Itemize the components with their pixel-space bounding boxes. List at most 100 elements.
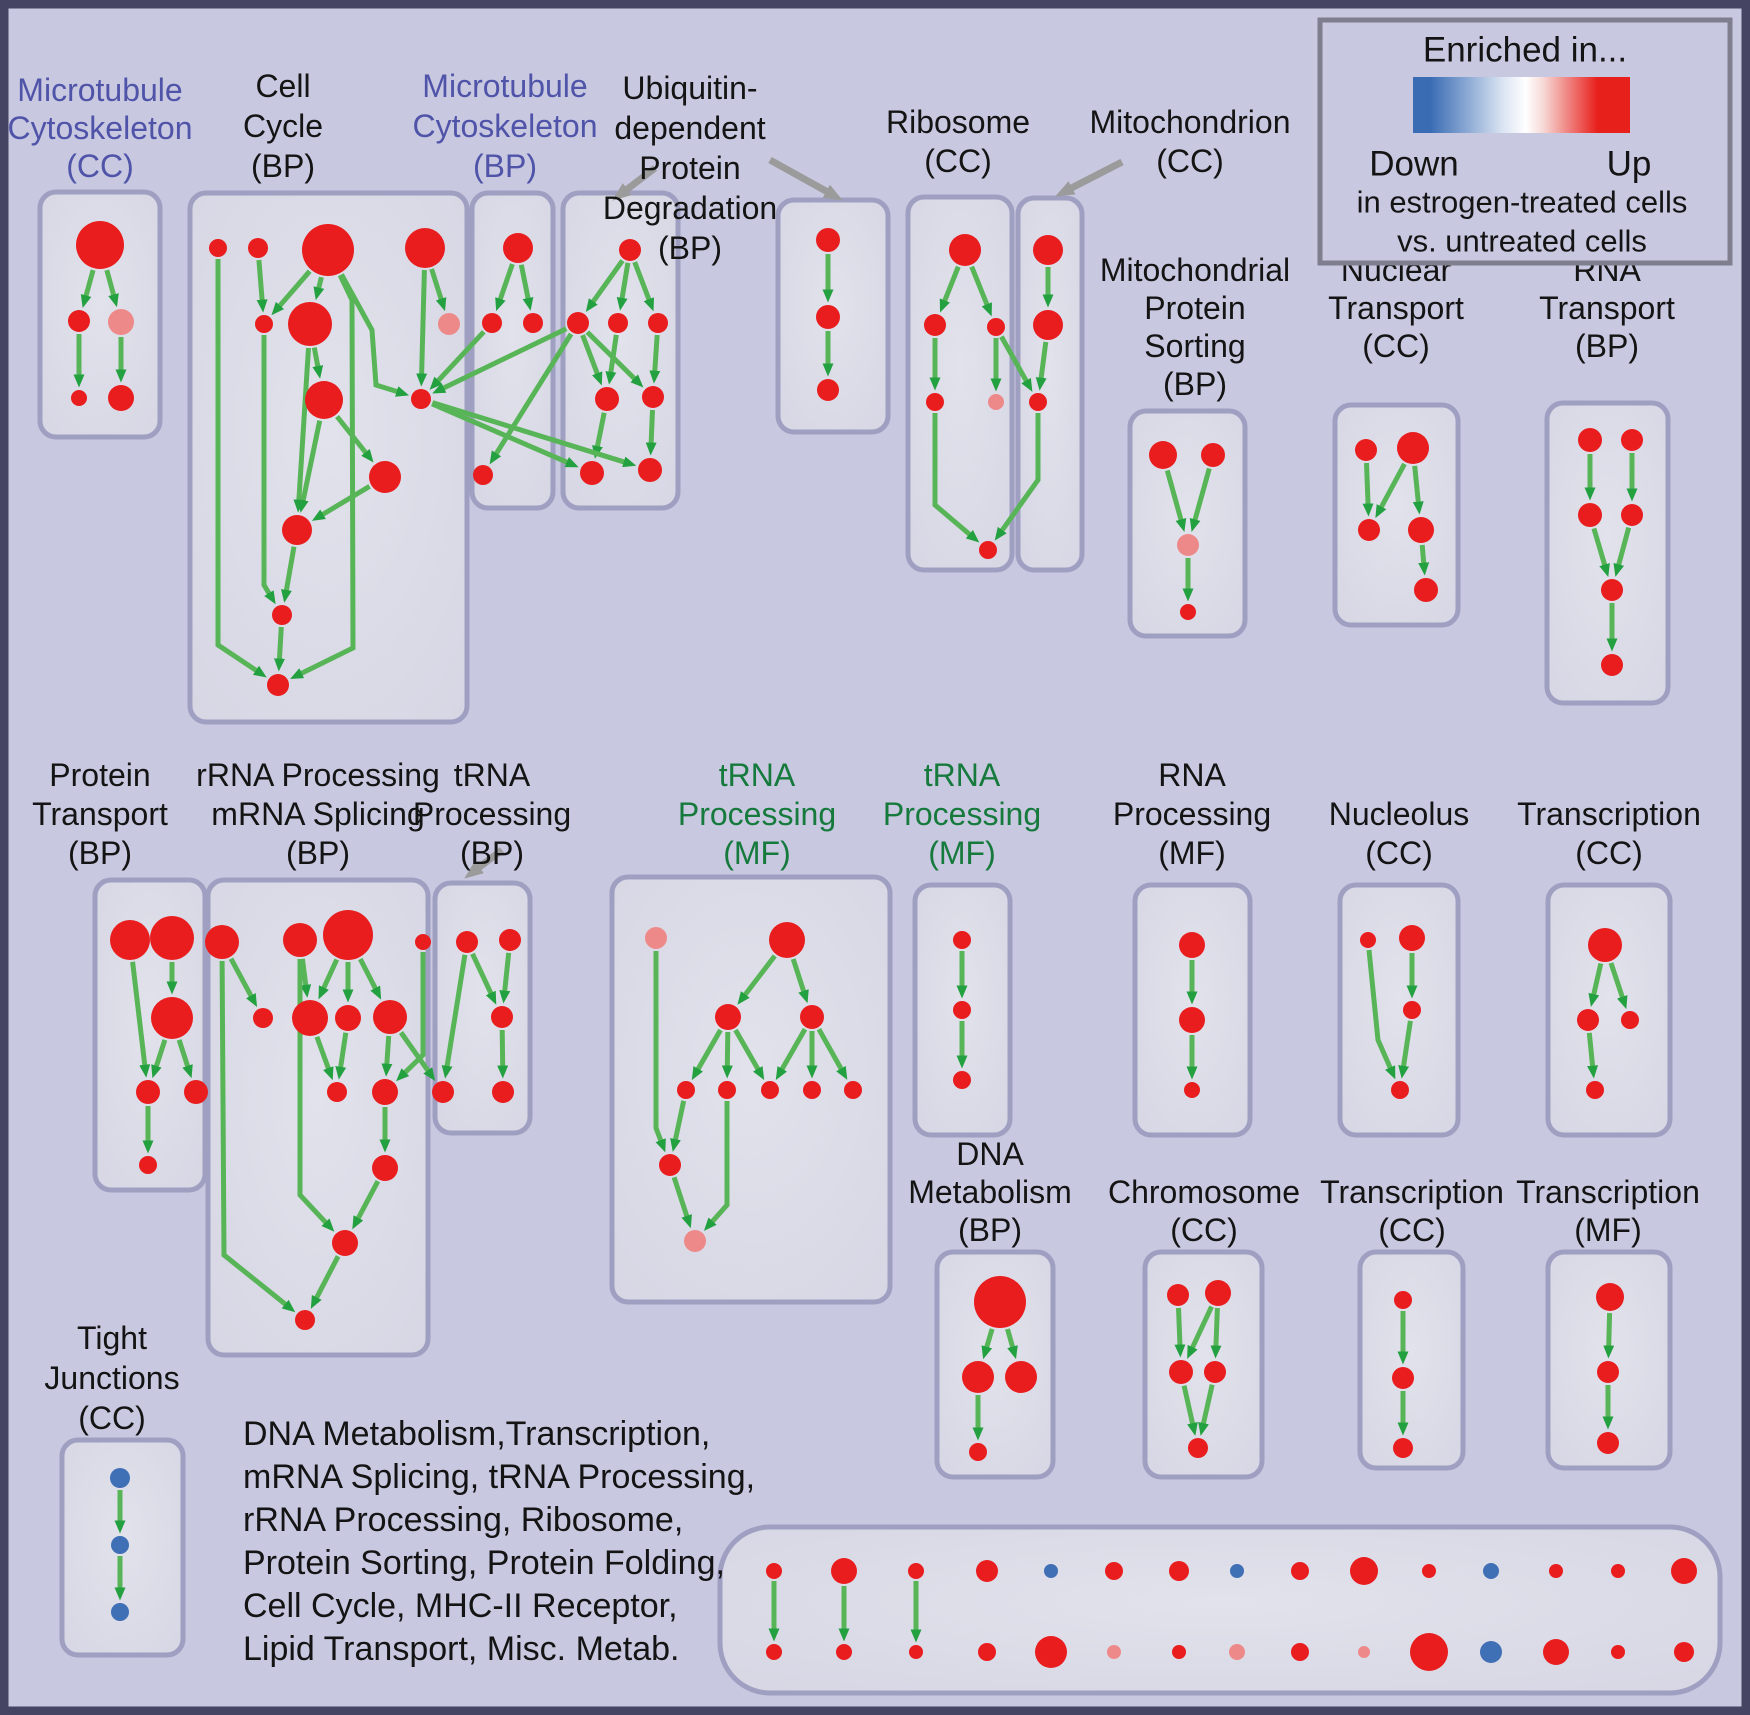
graph-node bbox=[836, 1644, 852, 1660]
cell-cycle-label: Cycle bbox=[243, 108, 323, 144]
graph-node bbox=[816, 228, 840, 252]
graph-node bbox=[369, 461, 401, 493]
graph-edge bbox=[721, 1031, 733, 1079]
graph-node bbox=[642, 386, 664, 408]
trna-mf-big-label: (MF) bbox=[723, 835, 791, 871]
graph-node bbox=[803, 1081, 821, 1099]
graph-node bbox=[953, 1071, 971, 1089]
graph-edge bbox=[335, 1032, 349, 1080]
graph-node bbox=[1403, 1001, 1421, 1019]
graph-edge bbox=[518, 264, 534, 311]
graph-node bbox=[332, 1230, 358, 1256]
graph-edge bbox=[499, 952, 512, 1004]
nuclear-transport-label: Transport bbox=[1328, 290, 1464, 326]
graph-edge bbox=[790, 958, 809, 1004]
graph-edge bbox=[318, 958, 340, 1000]
graph-edge bbox=[616, 262, 631, 311]
graph-node bbox=[373, 1000, 407, 1034]
graph-node bbox=[1350, 1557, 1378, 1585]
misc-category-text: Protein Sorting, Protein Folding, bbox=[243, 1544, 725, 1582]
graph-edge bbox=[215, 259, 267, 678]
graph-node bbox=[1355, 439, 1377, 461]
graph-edge bbox=[1181, 1385, 1198, 1436]
graph-edge bbox=[431, 401, 579, 468]
graph-node bbox=[1578, 503, 1602, 527]
graph-node bbox=[580, 461, 604, 485]
graph-edge bbox=[1362, 462, 1374, 517]
graph-node bbox=[769, 922, 805, 958]
graph-node bbox=[648, 313, 668, 333]
mitochondrion-box bbox=[1015, 195, 1085, 573]
tight-junctions-label: Tight bbox=[77, 1320, 147, 1356]
graph-node bbox=[292, 1000, 328, 1036]
graph-node bbox=[1597, 1361, 1619, 1383]
graph-node bbox=[184, 1080, 208, 1104]
graph-node bbox=[415, 934, 431, 950]
graph-node bbox=[953, 1001, 971, 1019]
protein-transport-label: Transport bbox=[32, 796, 168, 832]
graph-edge bbox=[671, 1176, 692, 1229]
rrna-label: (BP) bbox=[286, 835, 350, 871]
graph-node bbox=[1291, 1643, 1309, 1661]
chromosome-box bbox=[1142, 1249, 1265, 1480]
graph-node bbox=[1543, 1639, 1569, 1665]
graph-node bbox=[1577, 1009, 1599, 1031]
graph-edge bbox=[429, 330, 486, 390]
graph-node bbox=[405, 228, 445, 268]
graph-node bbox=[411, 389, 431, 409]
graph-node bbox=[1005, 1361, 1037, 1393]
graph-node bbox=[761, 1081, 779, 1099]
mt-bp-label: Microtubule bbox=[422, 68, 587, 104]
graph-node bbox=[372, 1155, 398, 1181]
graph-edge bbox=[1613, 526, 1632, 577]
graph-edge bbox=[670, 1100, 687, 1152]
graph-edge bbox=[733, 1028, 765, 1081]
rna-proc-mf-label: Processing bbox=[1113, 796, 1271, 832]
protein-transport-label: Protein bbox=[49, 757, 150, 793]
trna-bp-label: Processing bbox=[413, 796, 571, 832]
nucleolus-label: (CC) bbox=[1365, 835, 1433, 871]
graph-node bbox=[1229, 1644, 1245, 1660]
graph-node bbox=[1044, 1564, 1058, 1578]
layer-boxes bbox=[37, 189, 1723, 1696]
graph-edge bbox=[273, 626, 285, 672]
graph-node bbox=[111, 1536, 129, 1554]
graph-node bbox=[1408, 517, 1434, 543]
graph-node bbox=[844, 1081, 862, 1099]
graph-node bbox=[1358, 519, 1380, 541]
label-pointer-arrow bbox=[1055, 158, 1124, 197]
mt-cc-label: (CC) bbox=[66, 148, 134, 184]
graph-node bbox=[302, 224, 354, 276]
graph-node bbox=[638, 458, 662, 482]
legend-box bbox=[1317, 17, 1733, 266]
graph-edge bbox=[151, 1039, 168, 1079]
graph-edge bbox=[1588, 962, 1604, 1007]
graph-edge bbox=[1187, 1305, 1214, 1359]
graph-node bbox=[816, 305, 840, 329]
graph-node bbox=[209, 239, 227, 257]
graph-node bbox=[1358, 1646, 1370, 1658]
transcription-mf-label: Transcription bbox=[1516, 1174, 1700, 1210]
graph-node bbox=[1149, 441, 1177, 469]
graph-node bbox=[272, 605, 292, 625]
graph-edge bbox=[441, 954, 468, 1079]
graph-node bbox=[978, 1643, 996, 1661]
chromosome-label: (CC) bbox=[1170, 1212, 1238, 1248]
graph-edge bbox=[1035, 341, 1049, 391]
graph-node bbox=[253, 1008, 273, 1028]
graph-node bbox=[817, 379, 839, 401]
graph-edge bbox=[994, 413, 1041, 541]
graph-node bbox=[205, 925, 239, 959]
graph-edge bbox=[398, 1031, 436, 1081]
graph-edge bbox=[1174, 1307, 1186, 1358]
graph-node bbox=[969, 1443, 987, 1461]
graph-edge bbox=[1418, 544, 1430, 576]
graph-node bbox=[499, 929, 521, 951]
graph-node bbox=[1549, 1564, 1563, 1578]
graph-node bbox=[988, 394, 1004, 410]
graph-node bbox=[248, 238, 268, 258]
graph-node bbox=[1230, 1564, 1244, 1578]
graph-node bbox=[1177, 534, 1199, 556]
graph-node bbox=[151, 997, 193, 1039]
